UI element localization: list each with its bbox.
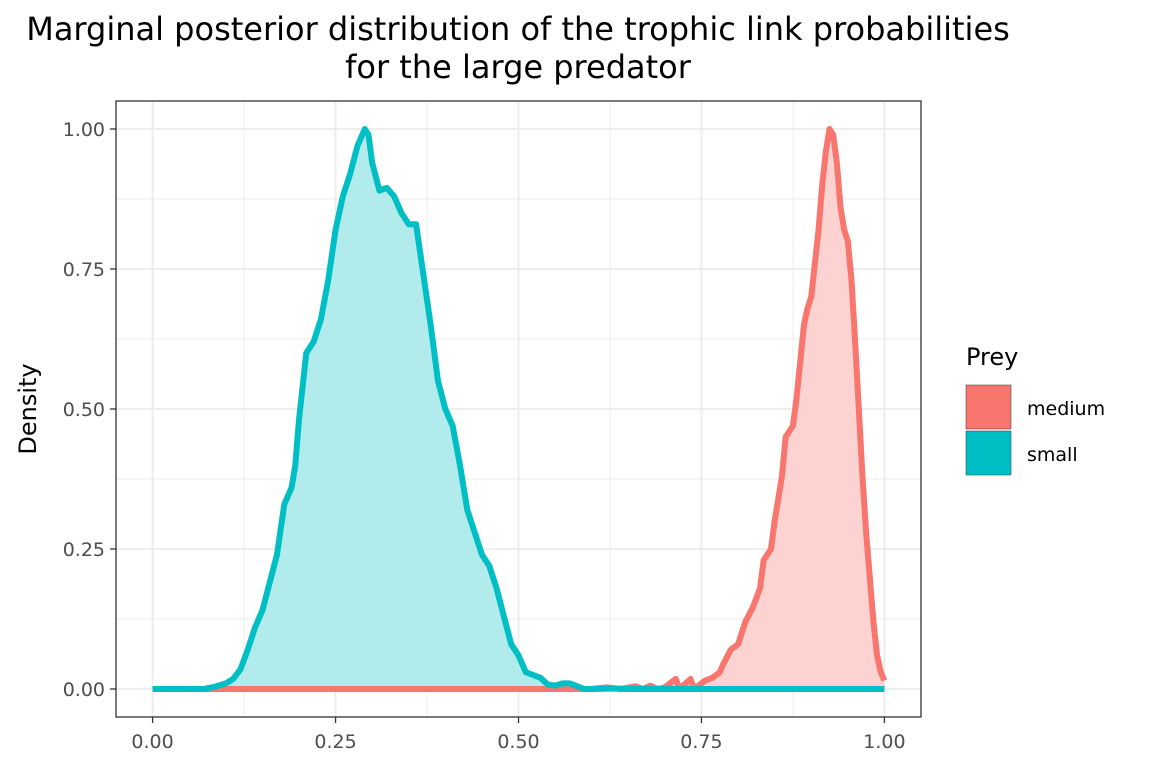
legend: Prey medium small (965, 343, 1105, 476)
density-line-medium (152, 126, 888, 692)
y-axis: 0.00 0.25 0.50 0.75 1.00 (63, 119, 116, 701)
legend-title: Prey (966, 343, 1018, 371)
legend-item-small: small (965, 430, 1078, 476)
legend-swatch-small (965, 430, 1012, 476)
legend-label-medium: medium (1027, 398, 1105, 420)
y-tick-label: 0.50 (63, 399, 105, 421)
chart-title: Marginal posterior distribution of the t… (26, 10, 1010, 48)
x-tick-label: 0.50 (497, 731, 539, 753)
x-tick-label: 0.00 (131, 731, 173, 753)
density-line-small (152, 126, 885, 692)
density-area-small (152, 129, 885, 689)
y-tick-label: 0.75 (63, 259, 105, 281)
y-tick-label: 0.25 (63, 539, 105, 561)
y-tick-label: 0.00 (63, 679, 105, 701)
x-tick-label: 0.75 (680, 731, 722, 753)
legend-label-small: small (1027, 444, 1078, 466)
x-tick-label: 1.00 (863, 731, 905, 753)
density-areas (152, 129, 885, 689)
y-axis-title: Density (14, 363, 42, 454)
density-lines (152, 126, 888, 692)
x-axis: 0.00 0.25 0.50 0.75 1.00 (131, 717, 906, 753)
chart-subtitle: for the large predator (345, 48, 692, 86)
density-area-medium (152, 129, 885, 689)
legend-swatch-medium (965, 384, 1012, 430)
x-tick-label: 0.25 (314, 731, 356, 753)
y-tick-label: 1.00 (63, 119, 105, 141)
legend-item-medium: medium (965, 384, 1105, 430)
